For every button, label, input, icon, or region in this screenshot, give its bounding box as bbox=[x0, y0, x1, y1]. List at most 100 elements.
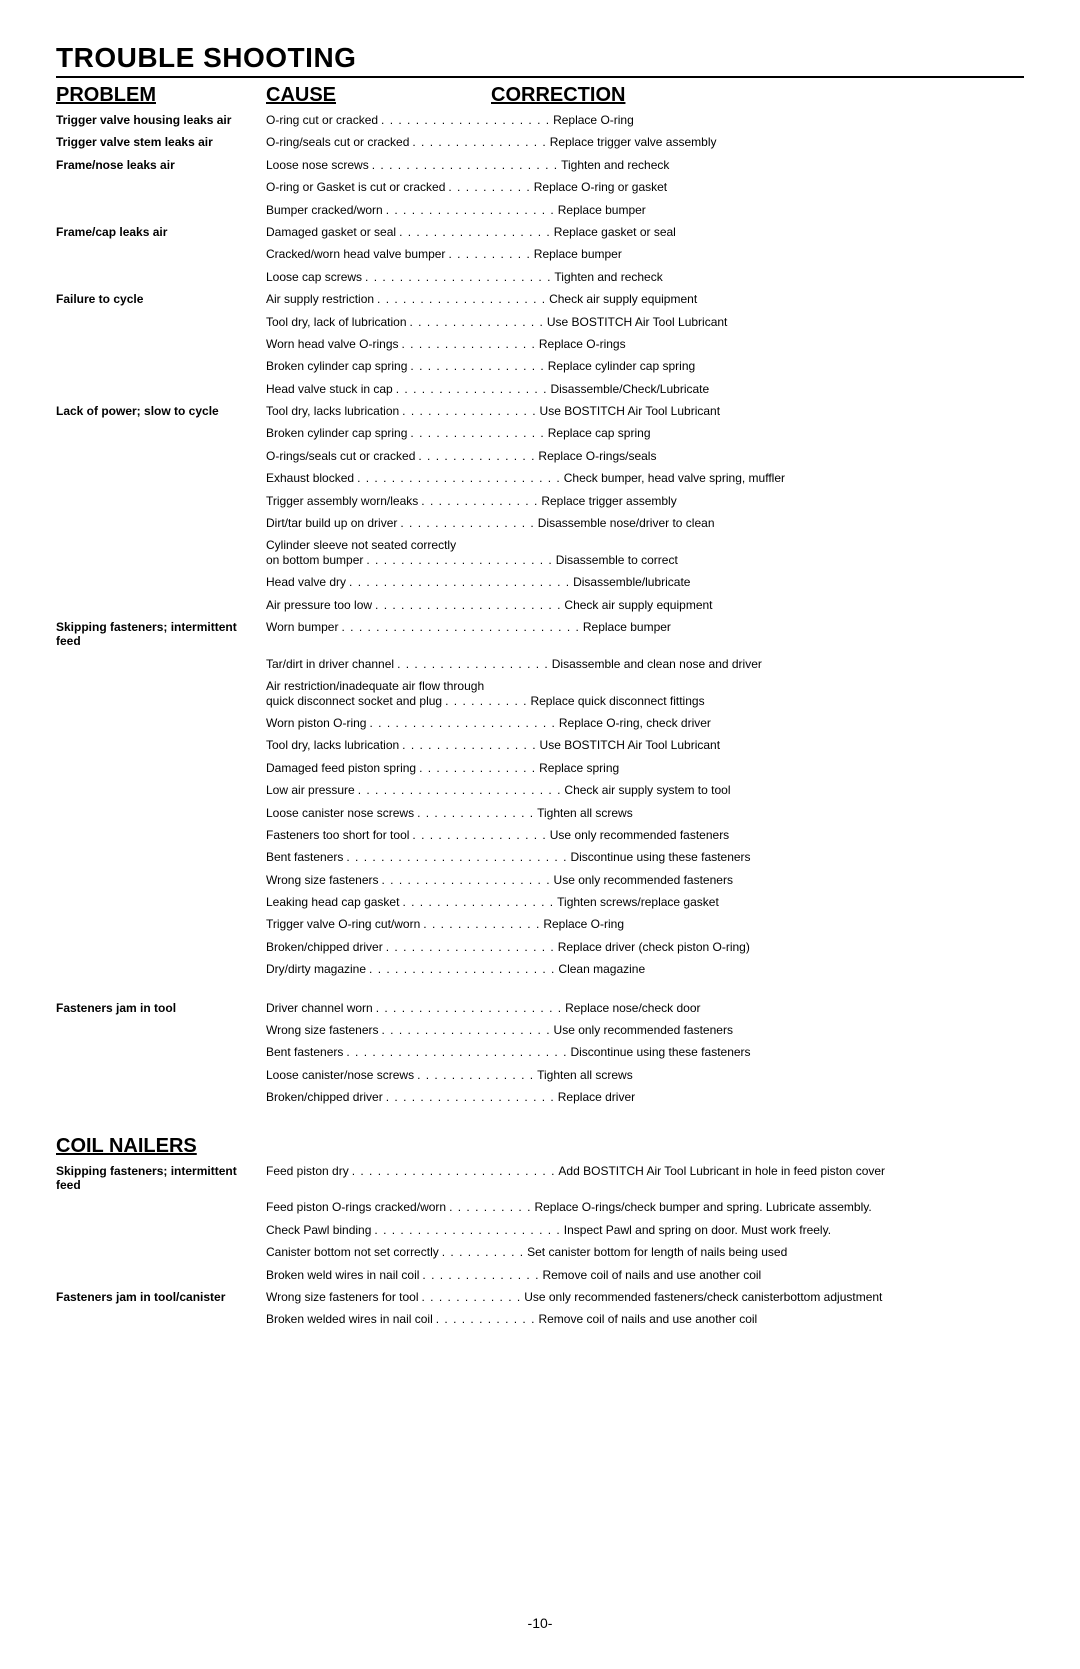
table-row: Wrong size fasteners . . . . . . . . . .… bbox=[56, 873, 1024, 887]
cause-text: Trigger assembly worn/leaks bbox=[266, 494, 418, 508]
correction-text: Use BOSTITCH Air Tool Lubricant bbox=[540, 404, 721, 418]
page-title: TROUBLE SHOOTING bbox=[56, 42, 1024, 78]
correction-text: Clean magazine bbox=[558, 962, 645, 976]
table-row: Dirt/tar build up on driver . . . . . . … bbox=[56, 516, 1024, 530]
correction-text: Add BOSTITCH Air Tool Lubricant in hole … bbox=[558, 1164, 885, 1178]
leader-dots: . . . . . . . . . . . . . . . . bbox=[409, 135, 549, 149]
header-cause: CAUSE bbox=[266, 84, 491, 107]
correction-text: Replace O-ring bbox=[553, 113, 634, 127]
leader-dots: . . . . . . . . . . . . . . bbox=[419, 1268, 542, 1282]
cause-text: Loose canister/nose screws bbox=[266, 1068, 414, 1082]
cause-correction-cell: Worn bumper . . . . . . . . . . . . . . … bbox=[266, 620, 1024, 634]
cause-correction-cell: Dirt/tar build up on driver . . . . . . … bbox=[266, 516, 1024, 530]
cause-correction-cell: Broken cylinder cap spring . . . . . . .… bbox=[266, 426, 1024, 440]
leader-dots: . . . . . . . . . . bbox=[445, 180, 533, 194]
correction-text: Use BOSTITCH Air Tool Lubricant bbox=[547, 315, 728, 329]
cause-correction-cell: Trigger assembly worn/leaks . . . . . . … bbox=[266, 494, 1024, 508]
correction-text: Discontinue using these fasteners bbox=[570, 850, 750, 864]
correction-text: Replace O-rings/seals bbox=[538, 449, 656, 463]
cause-text: Leaking head cap gasket bbox=[266, 895, 399, 909]
table-row: Worn piston O-ring . . . . . . . . . . .… bbox=[56, 716, 1024, 730]
correction-text: Replace nose/check door bbox=[565, 1001, 700, 1015]
table-row: Damaged feed piston spring . . . . . . .… bbox=[56, 761, 1024, 775]
problem-cell: Skipping fasteners; intermittent feed bbox=[56, 620, 266, 649]
cause-correction-cell: Broken weld wires in nail coil . . . . .… bbox=[266, 1268, 1024, 1282]
cause-text: Bent fasteners bbox=[266, 1045, 343, 1059]
cause-text: on bottom bumper bbox=[266, 553, 363, 567]
correction-text: Disassemble to correct bbox=[556, 553, 678, 567]
leader-dots: . . . . . . . . . . . . . . bbox=[418, 494, 541, 508]
correction-text: Tighten all screws bbox=[537, 1068, 633, 1082]
cause-text: Feed piston dry bbox=[266, 1164, 349, 1178]
cause-text: Damaged gasket or seal bbox=[266, 225, 396, 239]
table-row: Leaking head cap gasket . . . . . . . . … bbox=[56, 895, 1024, 909]
correction-text: Replace driver bbox=[558, 1090, 635, 1104]
cause-correction-cell: Bumper cracked/worn . . . . . . . . . . … bbox=[266, 203, 1024, 217]
cause-text: Air pressure too low bbox=[266, 598, 372, 612]
table-row: Low air pressure . . . . . . . . . . . .… bbox=[56, 783, 1024, 797]
cause-correction-cell: Air restriction/inadequate air flow thro… bbox=[266, 679, 1024, 708]
table-row: Air pressure too low . . . . . . . . . .… bbox=[56, 598, 1024, 612]
cause-text: Worn bumper bbox=[266, 620, 338, 634]
table-row: Trigger valve housing leaks airO-ring cu… bbox=[56, 113, 1024, 127]
leader-dots: . . . . . . . . . . . . . . . . . . . . … bbox=[366, 716, 558, 730]
cause-correction-cell: Wrong size fasteners for tool . . . . . … bbox=[266, 1290, 1024, 1304]
cause-pre-line: Air restriction/inadequate air flow thro… bbox=[266, 679, 1024, 693]
cause-correction-cell: Worn piston O-ring . . . . . . . . . . .… bbox=[266, 716, 1024, 730]
table-row: Broken/chipped driver . . . . . . . . . … bbox=[56, 940, 1024, 954]
leader-dots: . . . . . . . . . . . . . . . . . . . . … bbox=[372, 598, 564, 612]
cause-correction-cell: Loose cap screws . . . . . . . . . . . .… bbox=[266, 270, 1024, 284]
cause-text: Worn head valve O-rings bbox=[266, 337, 399, 351]
cause-text: Dirt/tar build up on driver bbox=[266, 516, 397, 530]
correction-text: Use only recommended fasteners bbox=[550, 828, 729, 842]
leader-dots: . . . . . . . . . . . . . . bbox=[414, 806, 537, 820]
leader-dots: . . . . . . . . . . . . . . bbox=[414, 1068, 537, 1082]
cause-text: Feed piston O-rings cracked/worn bbox=[266, 1200, 446, 1214]
cause-correction-cell: Driver channel worn . . . . . . . . . . … bbox=[266, 1001, 1024, 1015]
cause-correction-cell: Air supply restriction . . . . . . . . .… bbox=[266, 292, 1024, 306]
leader-dots: . . . . . . . . . . . . . . . . bbox=[407, 315, 547, 329]
cause-text: Bumper cracked/worn bbox=[266, 203, 383, 217]
header-problem: PROBLEM bbox=[56, 84, 266, 107]
correction-text: Check bumper, head valve spring, muffler bbox=[564, 471, 785, 485]
cause-pre-line: Cylinder sleeve not seated correctly bbox=[266, 538, 1024, 552]
cause-correction-cell: Trigger valve O-ring cut/worn . . . . . … bbox=[266, 917, 1024, 931]
correction-text: Replace cylinder cap spring bbox=[548, 359, 695, 373]
cause-text: Broken/chipped driver bbox=[266, 1090, 383, 1104]
correction-text: Disassemble nose/driver to clean bbox=[538, 516, 715, 530]
cause-correction-cell: Check Pawl binding . . . . . . . . . . .… bbox=[266, 1223, 1024, 1237]
leader-dots: . . . . . . . . . . . . . . bbox=[416, 761, 539, 775]
leader-dots: . . . . . . . . . . . . . . . . . . . . … bbox=[343, 850, 570, 864]
cause-text: Wrong size fasteners bbox=[266, 1023, 379, 1037]
table-row: Head valve dry . . . . . . . . . . . . .… bbox=[56, 575, 1024, 589]
cause-correction-cell: Air pressure too low . . . . . . . . . .… bbox=[266, 598, 1024, 612]
problem-cell: Fasteners jam in tool/canister bbox=[56, 1290, 266, 1304]
correction-text: Replace spring bbox=[539, 761, 619, 775]
leader-dots: . . . . . . . . . . . . . . . . . . bbox=[394, 657, 552, 671]
cause-correction-cell: Wrong size fasteners . . . . . . . . . .… bbox=[266, 873, 1024, 887]
leader-dots: . . . . . . . . . . . . . . . . . . . . … bbox=[354, 471, 564, 485]
leader-dots: . . . . . . . . . . . . . . . . . . . . … bbox=[371, 1223, 563, 1237]
leader-dots: . . . . . . . . . . . . . . . . bbox=[399, 404, 539, 418]
leader-dots: . . . . . . . . . . . . . . . . . . . . bbox=[379, 873, 554, 887]
cause-text: Loose nose screws bbox=[266, 158, 369, 172]
cause-text: Broken cylinder cap spring bbox=[266, 426, 407, 440]
table-row: Loose canister/nose screws . . . . . . .… bbox=[56, 1068, 1024, 1082]
cause-text: Broken cylinder cap spring bbox=[266, 359, 407, 373]
page-number: -10- bbox=[0, 1615, 1080, 1631]
leader-dots: . . . . . . . . . . . . . . . . . . . . bbox=[378, 113, 553, 127]
correction-text: Replace O-ring bbox=[543, 917, 624, 931]
cause-correction-cell: Head valve dry . . . . . . . . . . . . .… bbox=[266, 575, 1024, 589]
leader-dots: . . . . . . . . . . . . . . . . bbox=[399, 738, 539, 752]
leader-dots: . . . . . . . . . . . . . . . . . . . . bbox=[383, 940, 558, 954]
cause-correction-cell: Dry/dirty magazine . . . . . . . . . . .… bbox=[266, 962, 1024, 976]
leader-dots: . . . . . . . . . . . . . . . . . . . . … bbox=[373, 1001, 565, 1015]
table-row: Exhaust blocked . . . . . . . . . . . . … bbox=[56, 471, 1024, 485]
cause-text: Air supply restriction bbox=[266, 292, 374, 306]
cause-text: Dry/dirty magazine bbox=[266, 962, 366, 976]
problem-cell: Skipping fasteners; intermittent feed bbox=[56, 1164, 266, 1193]
correction-text: Replace gasket or seal bbox=[554, 225, 676, 239]
cause-correction-cell: Low air pressure . . . . . . . . . . . .… bbox=[266, 783, 1024, 797]
leader-dots: . . . . . . . . . . . . . . bbox=[420, 917, 543, 931]
leader-dots: . . . . . . . . . . . . bbox=[419, 1290, 525, 1304]
